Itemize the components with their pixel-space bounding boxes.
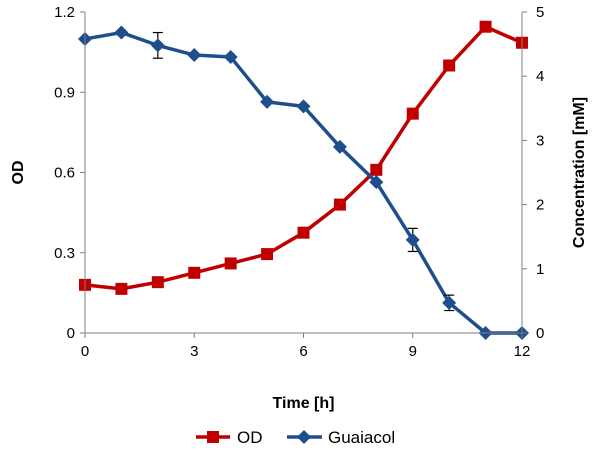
- guaiacol-point: [332, 139, 347, 154]
- right-y-tick-label: 0: [536, 325, 544, 342]
- right-y-tick-label: 5: [536, 4, 544, 21]
- left-y-tick-label: 0.9: [54, 84, 75, 101]
- x-tick-label: 12: [514, 343, 531, 360]
- x-tick-label: 3: [190, 343, 198, 360]
- od-point: [479, 20, 492, 33]
- guaiacol-point: [260, 94, 275, 109]
- od-point: [115, 282, 128, 295]
- right-y-tick-label: 4: [536, 68, 544, 85]
- left-y-tick-label: 0.3: [54, 245, 75, 262]
- guaiacol-series-line: [84, 30, 522, 335]
- legend-guaiacol-label: Guaiacol: [328, 428, 395, 447]
- legend-od-label: OD: [237, 428, 263, 447]
- left-y-tick-label: 0.6: [54, 165, 75, 182]
- guaiacol-point: [187, 48, 202, 63]
- x-tick-label: 9: [409, 343, 417, 360]
- plot-area: [78, 20, 529, 340]
- guaiacol-point: [223, 49, 238, 64]
- guaiacol-point: [369, 175, 384, 190]
- legend: OD Guaiacol: [196, 428, 395, 447]
- od-point: [151, 276, 164, 289]
- od-point: [297, 226, 310, 239]
- legend-guaiacol-marker: [297, 430, 311, 444]
- od-point: [370, 163, 383, 176]
- left-y-axis-title: OD: [10, 161, 27, 185]
- guaiacol-point: [442, 295, 457, 310]
- x-tick-label: 0: [81, 343, 89, 360]
- right-y-tick-label: 2: [536, 197, 544, 214]
- left-y-tick-label: 0: [67, 325, 75, 342]
- left-y-tick-label: 1.2: [54, 4, 75, 21]
- x-axis-title: Time [h]: [273, 395, 335, 412]
- od-point: [443, 59, 456, 72]
- x-tick-label: 6: [299, 343, 307, 360]
- od-point: [188, 266, 201, 279]
- legend-od-marker: [207, 431, 219, 443]
- guaiacol-point: [114, 25, 129, 40]
- od-point: [406, 107, 419, 120]
- right-y-tick-label: 3: [536, 132, 544, 149]
- guaiacol-point: [405, 232, 420, 247]
- od-point: [261, 248, 274, 261]
- right-y-tick-label: 1: [536, 261, 544, 278]
- od-point: [333, 198, 346, 211]
- right-y-axis-title: Concentration [mM]: [571, 97, 588, 248]
- od-series-line: [84, 24, 523, 291]
- guaiacol-point: [150, 38, 165, 53]
- od-point: [224, 257, 237, 270]
- guaiacol-point: [296, 99, 311, 114]
